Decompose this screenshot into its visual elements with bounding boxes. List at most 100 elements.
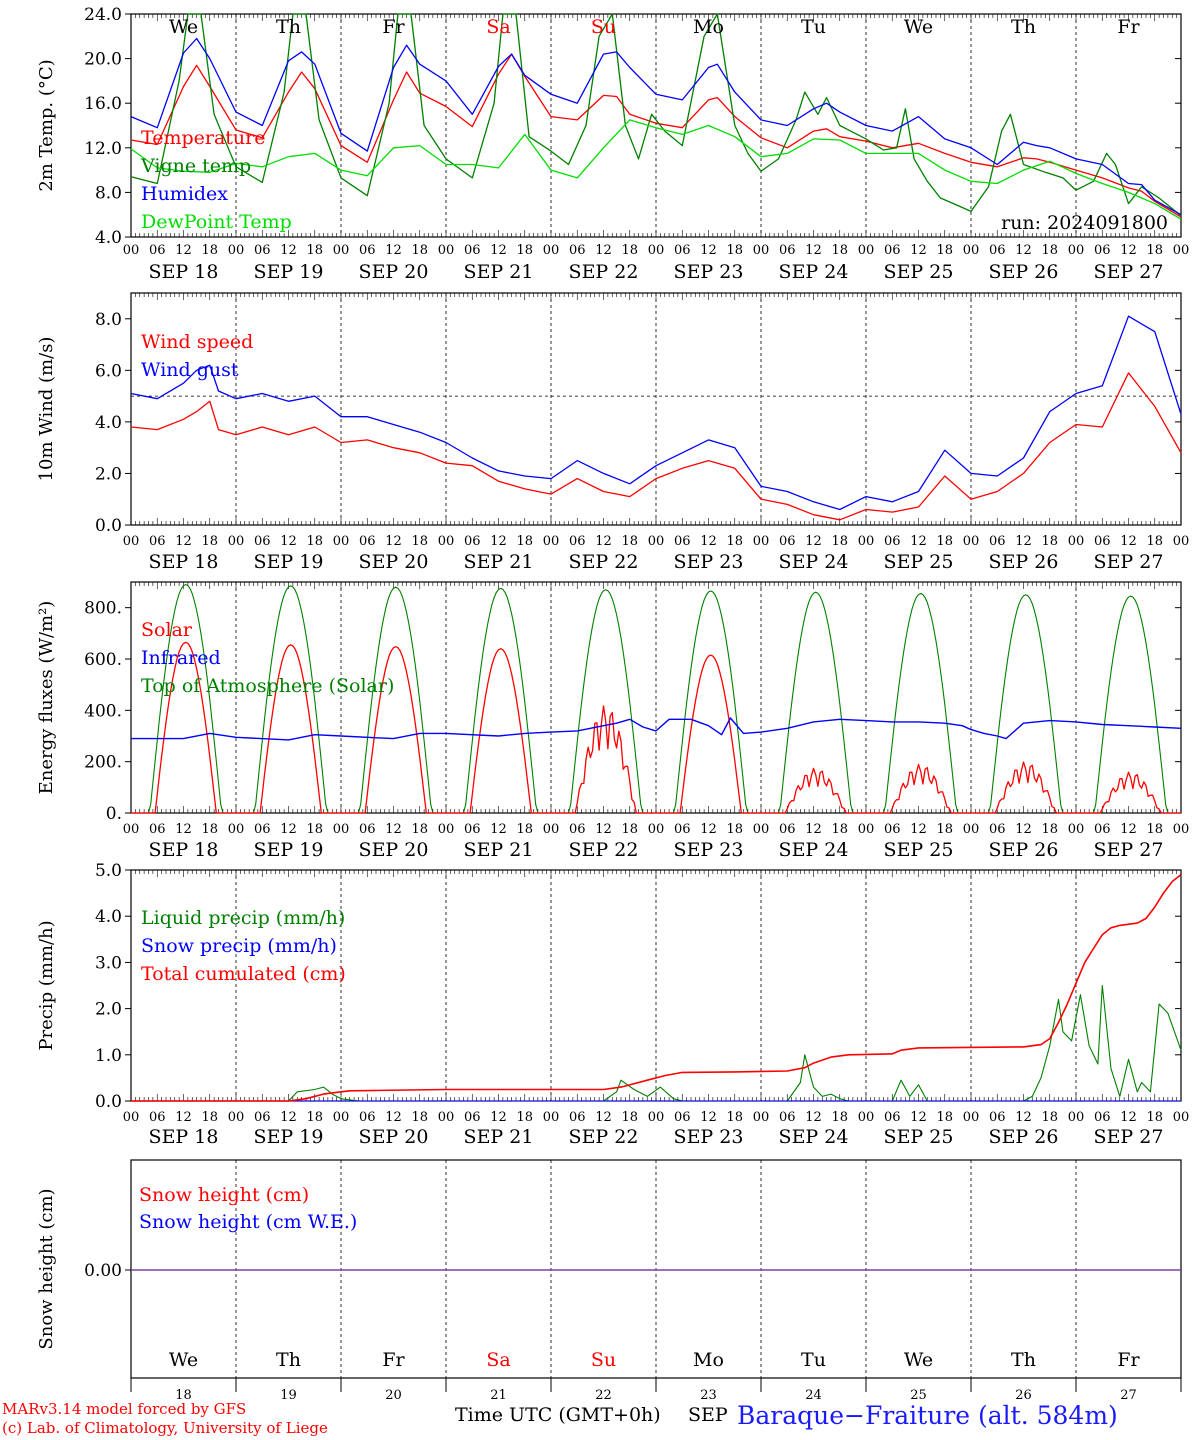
hour-tick-label: 00 bbox=[543, 534, 560, 549]
date-label: SEP 23 bbox=[674, 551, 744, 573]
y-tick-label: 800. bbox=[84, 599, 122, 619]
hour-tick-label: 12 bbox=[385, 534, 402, 549]
hour-tick-label: 00 bbox=[123, 243, 140, 258]
date-label: SEP 23 bbox=[674, 261, 744, 283]
hour-tick-label: 06 bbox=[569, 822, 586, 837]
hour-tick-label: 06 bbox=[149, 822, 166, 837]
date-label: SEP 24 bbox=[779, 1126, 849, 1148]
hour-tick-label: 00 bbox=[648, 534, 665, 549]
hour-tick-label: 12 bbox=[385, 243, 402, 258]
series-line-dewpoint bbox=[130, 119, 1182, 220]
hour-tick-label: 18 bbox=[621, 822, 638, 837]
weekday-label: Mo bbox=[693, 1349, 724, 1371]
date-label: SEP 27 bbox=[1094, 1126, 1164, 1148]
date-label: SEP 22 bbox=[569, 551, 639, 573]
hour-tick-label: 18 bbox=[516, 243, 533, 258]
legend-entry: Humidex bbox=[141, 183, 228, 205]
weekday-label: Sa bbox=[486, 1349, 510, 1371]
y-tick-label: 6.0 bbox=[95, 361, 122, 381]
hour-tick-label: 18 bbox=[621, 534, 638, 549]
legend-entry: Infrared bbox=[141, 647, 221, 669]
weekday-label: Th bbox=[1011, 1349, 1036, 1371]
hour-tick-label: 18 bbox=[201, 822, 218, 837]
y-axis-label: 10m Wind (m/s) bbox=[36, 337, 57, 482]
date-label: SEP 26 bbox=[989, 1126, 1059, 1148]
legend-entry: Snow precip (mm/h) bbox=[141, 935, 337, 957]
hour-tick-label: 18 bbox=[831, 822, 848, 837]
hour-tick-label: 00 bbox=[648, 243, 665, 258]
day-number-label: 23 bbox=[700, 1388, 717, 1403]
legend-entry: Liquid precip (mm/h) bbox=[141, 907, 345, 929]
hour-tick-label: 18 bbox=[936, 534, 953, 549]
hour-tick-label: 00 bbox=[228, 243, 245, 258]
hour-tick-label: 00 bbox=[1068, 822, 1085, 837]
hour-tick-label: 18 bbox=[411, 243, 428, 258]
hour-tick-label: 00 bbox=[438, 243, 455, 258]
hour-tick-label: 06 bbox=[884, 822, 901, 837]
date-label: SEP 26 bbox=[989, 551, 1059, 573]
y-tick-label: 12.0 bbox=[84, 139, 122, 159]
hour-tick-label: 06 bbox=[1094, 534, 1111, 549]
hour-tick-label: 18 bbox=[1146, 822, 1163, 837]
date-label: SEP 25 bbox=[884, 839, 954, 861]
hour-tick-label: 00 bbox=[963, 243, 980, 258]
y-tick-label: 1.0 bbox=[95, 1046, 122, 1066]
hour-tick-label: 12 bbox=[700, 243, 717, 258]
hour-tick-label: 12 bbox=[805, 534, 822, 549]
y-tick-label: 4.0 bbox=[95, 228, 122, 248]
hour-tick-label: 12 bbox=[1015, 822, 1032, 837]
hour-tick-label: 06 bbox=[674, 1110, 691, 1125]
hour-tick-label: 18 bbox=[1041, 243, 1058, 258]
hour-tick-label: 18 bbox=[831, 243, 848, 258]
hour-tick-label: 00 bbox=[438, 1110, 455, 1125]
weekday-label: Sa bbox=[486, 16, 510, 38]
date-label: SEP 22 bbox=[569, 839, 639, 861]
date-label: SEP 27 bbox=[1094, 551, 1164, 573]
date-label: SEP 21 bbox=[464, 839, 534, 861]
hour-tick-label: 12 bbox=[805, 1110, 822, 1125]
hour-tick-label: 12 bbox=[280, 534, 297, 549]
date-label: SEP 25 bbox=[884, 1126, 954, 1148]
hour-tick-label: 18 bbox=[726, 1110, 743, 1125]
hour-tick-label: 12 bbox=[175, 534, 192, 549]
hour-tick-label: 12 bbox=[700, 1110, 717, 1125]
hour-tick-label: 06 bbox=[464, 822, 481, 837]
hour-tick-label: 18 bbox=[306, 534, 323, 549]
y-tick-label: 0.00 bbox=[84, 1261, 122, 1281]
hour-tick-label: 12 bbox=[805, 243, 822, 258]
hour-tick-label: 18 bbox=[411, 1110, 428, 1125]
hour-tick-label: 06 bbox=[359, 1110, 376, 1125]
date-label: SEP 21 bbox=[464, 551, 534, 573]
hour-tick-label: 00 bbox=[123, 822, 140, 837]
hour-tick-label: 06 bbox=[779, 534, 796, 549]
hour-tick-label: 06 bbox=[989, 534, 1006, 549]
weekday-label: Fr bbox=[1117, 1349, 1140, 1371]
hour-tick-label: 00 bbox=[228, 1110, 245, 1125]
hour-tick-label: 18 bbox=[726, 243, 743, 258]
hour-tick-label: 06 bbox=[464, 534, 481, 549]
hour-tick-label: 06 bbox=[884, 534, 901, 549]
hour-tick-label: 18 bbox=[726, 534, 743, 549]
day-number-label: 22 bbox=[595, 1388, 612, 1403]
hour-tick-label: 18 bbox=[621, 243, 638, 258]
hour-tick-label: 00 bbox=[858, 243, 875, 258]
hour-tick-label: 06 bbox=[464, 1110, 481, 1125]
date-label: SEP 25 bbox=[884, 551, 954, 573]
series-line-wind_speed bbox=[130, 372, 1182, 521]
weekday-label: We bbox=[169, 1349, 198, 1371]
hour-tick-label: 18 bbox=[411, 534, 428, 549]
legend-entry: Total cumulated (cm) bbox=[141, 963, 346, 985]
hour-tick-label: 12 bbox=[595, 1110, 612, 1125]
hour-tick-label: 12 bbox=[385, 1110, 402, 1125]
y-tick-label: 200. bbox=[84, 753, 122, 773]
y-tick-label: 8.0 bbox=[95, 310, 122, 330]
lab-credit: (c) Lab. of Climatology, University of L… bbox=[2, 1419, 328, 1437]
date-label: SEP 18 bbox=[149, 551, 219, 573]
day-number-label: 26 bbox=[1015, 1388, 1032, 1403]
hour-tick-label: 00 bbox=[543, 1110, 560, 1125]
day-number-label: 24 bbox=[805, 1388, 822, 1403]
day-number-label: 25 bbox=[910, 1388, 927, 1403]
hour-tick-label: 06 bbox=[149, 534, 166, 549]
y-tick-label: 400. bbox=[84, 701, 122, 721]
